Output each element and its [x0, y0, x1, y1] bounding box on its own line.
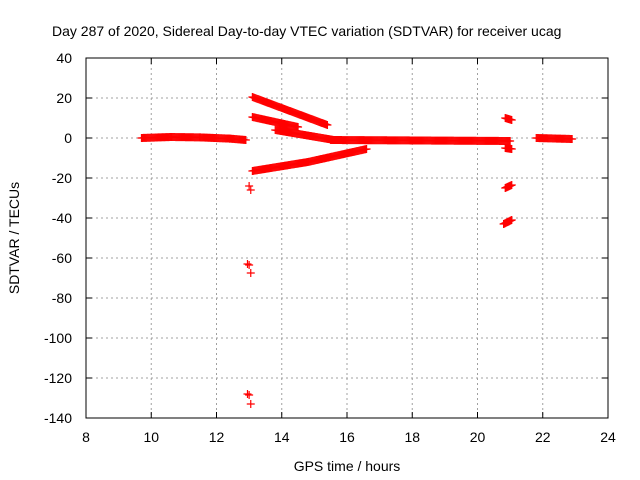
data-marks	[137, 93, 577, 408]
x-tick-label: 12	[209, 429, 225, 445]
x-tick-label: 24	[600, 429, 616, 445]
x-tick-label: 18	[404, 429, 420, 445]
isolated-points-point	[243, 390, 252, 398]
x-tick-label: 16	[339, 429, 355, 445]
isolated-points-point	[243, 260, 252, 268]
lower-arc-point	[362, 145, 371, 153]
isolated-points-point	[245, 182, 254, 190]
isolated-points-point	[246, 269, 255, 277]
y-tick-label: 0	[64, 130, 72, 146]
main-track-point	[506, 137, 515, 145]
short-bursts-point	[507, 145, 516, 153]
y-axis-label: SDTVAR / TECUs	[6, 182, 22, 294]
main-track-point	[241, 136, 250, 144]
x-tick-label: 20	[470, 429, 486, 445]
middle-arc-point	[329, 136, 338, 144]
short-bursts-point	[507, 216, 516, 224]
middle-arc-point	[294, 123, 303, 131]
y-tick-label: 40	[56, 50, 72, 66]
isolated-points-point	[246, 186, 255, 194]
x-tick-label: 22	[535, 429, 551, 445]
short-bursts-point	[507, 116, 516, 124]
y-axis-ticks: 40 20 0 -20 -40 -60 -80 -100 -120 -140	[44, 50, 608, 426]
y-tick-label: -80	[52, 290, 72, 306]
y-tick-label: -140	[44, 410, 72, 426]
grid-lines	[86, 58, 608, 418]
x-tick-label: 14	[274, 429, 290, 445]
x-tick-label: 10	[143, 429, 159, 445]
main-track-point	[568, 135, 577, 143]
isolated-points-point	[245, 261, 254, 269]
x-axis-label: GPS time / hours	[294, 458, 401, 474]
chart-title: Day 287 of 2020, Sidereal Day-to-day VTE…	[52, 23, 561, 39]
y-tick-label: 20	[56, 90, 72, 106]
y-tick-label: -120	[44, 370, 72, 386]
upper-arc-point	[323, 121, 332, 129]
y-tick-label: -100	[44, 330, 72, 346]
x-tick-label: 8	[82, 429, 90, 445]
y-tick-label: -20	[52, 170, 72, 186]
short-bursts-point	[507, 181, 516, 189]
isolated-points-point	[246, 400, 255, 408]
x-axis-ticks: 8 10 12 14 16 18 20 22 24	[82, 58, 616, 445]
y-tick-label: -40	[52, 210, 72, 226]
isolated-points-point	[245, 391, 254, 399]
y-tick-label: -60	[52, 250, 72, 266]
